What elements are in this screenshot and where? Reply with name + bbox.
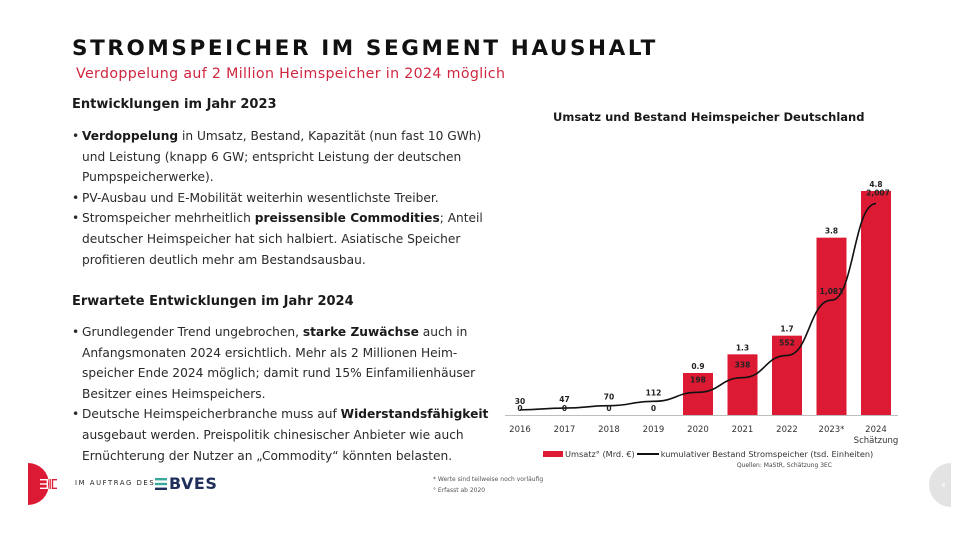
chart-legend: Umsatz° (Mrd. €) kumulativer Bestand Str…: [543, 449, 873, 459]
bold-emphasis: preissensible Commodities: [254, 211, 440, 226]
footnote-preliminary: * Werte sind teilweise noch vorläufig: [433, 476, 544, 483]
bar-value-label: 1.3: [736, 343, 749, 352]
s2024-bullet-1-line-4: Besitzer eines Heimspeichers.: [82, 386, 266, 401]
x-tick-sublabel: Schätzung: [854, 436, 899, 446]
commission-text: IM AUFTRAG DES: [75, 479, 156, 487]
slide-title: STROMSPEICHER IM SEGMENT HAUSHALT: [72, 36, 658, 61]
bar-2023: [816, 237, 847, 415]
bar-2024: [861, 191, 891, 415]
x-tick-label: 2018: [598, 425, 620, 435]
s2023-bullet-1-line-2: und Leistung (knapp 6 GW; entspricht Lei…: [82, 149, 462, 164]
x-tick-label: 2024: [865, 425, 887, 435]
footnotes: * Werte sind teilweise noch vorläufig ° …: [433, 474, 543, 496]
line-value-label: 552: [779, 338, 795, 347]
x-tick-label: 2019: [643, 425, 665, 435]
s2023-bullet-3-line-1: • Stromspeicher mehrheitlich preissensibl…: [72, 208, 483, 229]
s2024-bullet-2-line-1: • Deutsche Heimspeicherbranche muss auf W…: [72, 404, 488, 425]
slide-subtitle: Verdoppelung auf 2 Million Heimspeicher …: [76, 66, 506, 82]
chart-title: Umsatz und Bestand Heimspeicher Deutschl…: [553, 110, 865, 124]
s2023-bullet-2-line-1: • PV-Ausbau und E-Mobilität weiterhin wes…: [72, 188, 482, 209]
line-value-label: 198: [690, 375, 706, 384]
line-value-label: 1,081: [820, 287, 844, 296]
bullet-dot-icon: •: [72, 407, 80, 422]
bullet-dot-icon: •: [72, 211, 80, 226]
s2023-bullet-1-line-3: Pumpspeicherwerke).: [82, 170, 214, 185]
s2023-bullet-1-line-1: • Verdoppelung in Umsatz, Bestand, Kapazi…: [72, 126, 482, 147]
bullet-dot-icon: •: [72, 129, 80, 143]
bullet-list-2023: • Verdoppelung in Umsatz, Bestand, Kapazi…: [72, 126, 483, 270]
line-value-label: 70: [604, 393, 614, 402]
bar-value-label: 3.8: [825, 227, 838, 236]
legend-bar-swatch: [543, 451, 563, 457]
page-indicator[interactable]: [929, 463, 951, 507]
bar-zero-label: 0: [517, 404, 522, 413]
bar-zero-label: 0: [651, 404, 656, 413]
3ec-logo-icon: [28, 463, 57, 505]
x-tick-label: 2016: [509, 425, 531, 435]
chart-sources: Quellen: MaStR, Schätzung 3EC: [736, 462, 832, 469]
section-heading-2024: Erwartete Entwicklungen im Jahr 2024: [72, 294, 354, 309]
s2023-bullet-3-line-3: profitieren deutlich mehr am Bestandsaus…: [82, 252, 366, 267]
x-tick-label: 2020: [687, 425, 709, 435]
bold-emphasis: starke Zuwächse: [302, 325, 419, 339]
x-tick-label: 2023*: [819, 425, 845, 435]
bold-emphasis: Widerstandsfähigkeit: [340, 407, 489, 422]
bves-logo: BVES: [155, 474, 217, 493]
s2024-bullet-2-line-3: Ernüchterung der Nutzer an „Commodity“ k…: [82, 448, 453, 463]
legend-label-bestand: kumulativer Bestand Stromspeicher (tsd. …: [660, 449, 874, 459]
bar-value-label: 4.8: [869, 180, 882, 189]
bold-emphasis: Verdoppelung: [82, 129, 179, 143]
bar-value-label: 1.7: [780, 325, 793, 334]
bar-2021: [727, 354, 758, 415]
legend-line-swatch: [636, 453, 659, 455]
bullet-dot-icon: •: [72, 190, 80, 205]
bar-zero-label: 0: [562, 404, 567, 413]
bves-wordmark: BVES: [169, 474, 218, 493]
bar-2022: [772, 335, 802, 415]
x-tick-label: 2022: [776, 425, 798, 435]
line-value-label: 112: [646, 388, 662, 397]
bves-lines-icon: [155, 477, 167, 490]
bar-value-label: 0.9: [691, 362, 704, 371]
x-tick-label: 2017: [554, 425, 576, 435]
bullet-dot-icon: •: [72, 325, 80, 339]
line-value-label: 338: [735, 361, 751, 370]
bar-zero-label: 0: [606, 404, 611, 413]
section-heading-2023: Entwicklungen im Jahr 2023: [72, 97, 277, 112]
s2023-bullet-3-line-2: deutscher Heimspeicher hat sich halbiert…: [82, 231, 461, 246]
line-value-label: 2,007: [866, 189, 890, 198]
s2024-bullet-1-line-1: • Grundlegender Trend ungebrochen, starke…: [72, 322, 482, 343]
legend-label-umsatz: Umsatz° (Mrd. €): [565, 449, 635, 459]
s2024-bullet-2-line-2: ausgebaut werden. Preispolitik chinesisc…: [82, 427, 464, 442]
bestand-line: [519, 202, 877, 411]
footnote-recorded-since: ° Erfasst ab 2020: [433, 487, 486, 494]
line-value-label: 30: [515, 397, 525, 406]
s2024-bullet-1-line-2: Anfangsmonaten 2024 ersichtlich. Mehr al…: [82, 345, 458, 360]
bullet-list-2024: • Grundlegender Trend ungebrochen, starke…: [72, 322, 488, 466]
s2024-bullet-1-line-3: speicher Ende 2024 möglich; damit rund 1…: [82, 366, 476, 381]
x-tick-label: 2021: [732, 425, 754, 435]
line-value-label: 47: [559, 395, 569, 404]
